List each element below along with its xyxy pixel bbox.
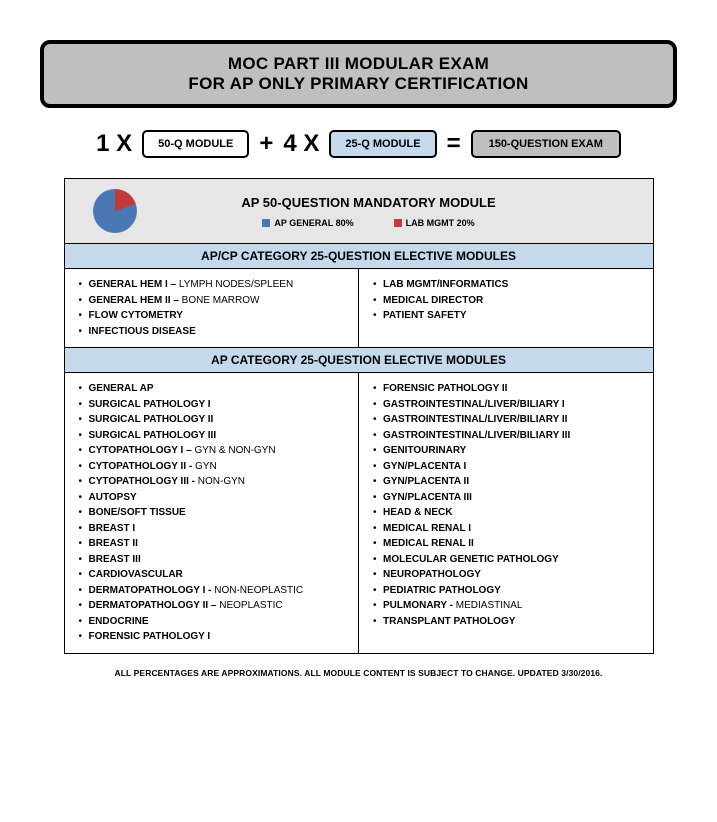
main-table: AP 50-QUESTION MANDATORY MODULE AP GENER… xyxy=(64,178,654,654)
apcp-header: AP/CP CATEGORY 25-QUESTION ELECTIVE MODU… xyxy=(65,244,653,269)
box-50q: 50-Q MODULE xyxy=(142,130,249,158)
list-item: CYTOPATHOLOGY III - NON-GYN xyxy=(79,474,349,490)
list-item: GASTROINTESTINAL/LIVER/BILIARY II xyxy=(373,412,643,428)
list-item: FORENSIC PATHOLOGY I xyxy=(79,629,349,645)
list-item: INFECTIOUS DISEASE xyxy=(79,324,349,340)
list-item: HEAD & NECK xyxy=(373,505,643,521)
mandatory-title: AP 50-QUESTION MANDATORY MODULE xyxy=(155,195,643,210)
title-line1: MOC PART III MODULAR EXAM xyxy=(44,54,673,74)
legend-label-0: AP GENERAL 80% xyxy=(274,218,353,228)
apcp-left-col: GENERAL HEM I – LYMPH NODES/SPLEENGENERA… xyxy=(65,269,359,347)
list-item: AUTOPSY xyxy=(79,490,349,506)
plus-op: + xyxy=(259,130,273,158)
list-item: LAB MGMT/INFORMATICS xyxy=(373,277,643,293)
list-item: DERMATOPATHOLOGY II – NEOPLASTIC xyxy=(79,598,349,614)
list-item: PEDIATRIC PATHOLOGY xyxy=(373,583,643,599)
legend: AP GENERAL 80% LAB MGMT 20% xyxy=(155,218,643,228)
list-item: TRANSPLANT PATHOLOGY xyxy=(373,614,643,630)
pie-wrap xyxy=(75,189,155,233)
list-item: MEDICAL RENAL I xyxy=(373,521,643,537)
legend-item-blue: AP GENERAL 80% xyxy=(262,218,353,228)
list-item: ENDOCRINE xyxy=(79,614,349,630)
mult-4x: 4 X xyxy=(283,130,319,158)
list-item: DERMATOPATHOLOGY I - NON-NEOPLASTIC xyxy=(79,583,349,599)
swatch-red-icon xyxy=(394,219,402,227)
list-item: BREAST III xyxy=(79,552,349,568)
footnote: ALL PERCENTAGES ARE APPROXIMATIONS. ALL … xyxy=(40,668,677,678)
formula-row: 1 X 50-Q MODULE + 4 X 25-Q MODULE = 150-… xyxy=(40,130,677,158)
box-25q: 25-Q MODULE xyxy=(329,130,436,158)
eq-op: = xyxy=(447,130,461,158)
list-item: GENITOURINARY xyxy=(373,443,643,459)
mandatory-text: AP 50-QUESTION MANDATORY MODULE AP GENER… xyxy=(155,195,643,228)
list-item: GYN/PLACENTA II xyxy=(373,474,643,490)
legend-item-red: LAB MGMT 20% xyxy=(394,218,475,228)
title-box: MOC PART III MODULAR EXAM FOR AP ONLY PR… xyxy=(40,40,677,108)
list-item: GENERAL AP xyxy=(79,381,349,397)
list-item: SURGICAL PATHOLOGY I xyxy=(79,397,349,413)
list-item: NEUROPATHOLOGY xyxy=(373,567,643,583)
ap-body: GENERAL APSURGICAL PATHOLOGY ISURGICAL P… xyxy=(65,373,653,653)
list-item: MOLECULAR GENETIC PATHOLOGY xyxy=(373,552,643,568)
pie-chart-icon xyxy=(93,189,137,233)
list-item: CYTOPATHOLOGY II - GYN xyxy=(79,459,349,475)
apcp-right-col: LAB MGMT/INFORMATICSMEDICAL DIRECTORPATI… xyxy=(358,269,653,347)
list-item: MEDICAL DIRECTOR xyxy=(373,293,643,309)
list-item: BREAST II xyxy=(79,536,349,552)
ap-left-col: GENERAL APSURGICAL PATHOLOGY ISURGICAL P… xyxy=(65,373,359,653)
title-line2: FOR AP ONLY PRIMARY CERTIFICATION xyxy=(44,74,673,94)
list-item: GASTROINTESTINAL/LIVER/BILIARY I xyxy=(373,397,643,413)
list-item: FLOW CYTOMETRY xyxy=(79,308,349,324)
list-item: SURGICAL PATHOLOGY II xyxy=(79,412,349,428)
list-item: PATIENT SAFETY xyxy=(373,308,643,324)
list-item: BONE/SOFT TISSUE xyxy=(79,505,349,521)
list-item: GENERAL HEM II – BONE MARROW xyxy=(79,293,349,309)
list-item: FORENSIC PATHOLOGY II xyxy=(373,381,643,397)
list-item: CYTOPATHOLOGY I – GYN & NON-GYN xyxy=(79,443,349,459)
list-item: BREAST I xyxy=(79,521,349,537)
list-item: PULMONARY - MEDIASTINAL xyxy=(373,598,643,614)
apcp-body: GENERAL HEM I – LYMPH NODES/SPLEENGENERA… xyxy=(65,269,653,348)
list-item: MEDICAL RENAL II xyxy=(373,536,643,552)
swatch-blue-icon xyxy=(262,219,270,227)
box-150q: 150-QUESTION EXAM xyxy=(471,130,621,158)
list-item: GYN/PLACENTA III xyxy=(373,490,643,506)
list-item: GENERAL HEM I – LYMPH NODES/SPLEEN xyxy=(79,277,349,293)
list-item: GASTROINTESTINAL/LIVER/BILIARY III xyxy=(373,428,643,444)
ap-header: AP CATEGORY 25-QUESTION ELECTIVE MODULES xyxy=(65,348,653,373)
mandatory-header: AP 50-QUESTION MANDATORY MODULE AP GENER… xyxy=(65,179,653,244)
list-item: SURGICAL PATHOLOGY III xyxy=(79,428,349,444)
ap-right-col: FORENSIC PATHOLOGY IIGASTROINTESTINAL/LI… xyxy=(358,373,653,653)
mult-1x: 1 X xyxy=(96,130,132,158)
list-item: CARDIOVASCULAR xyxy=(79,567,349,583)
list-item: GYN/PLACENTA I xyxy=(373,459,643,475)
legend-label-1: LAB MGMT 20% xyxy=(406,218,475,228)
